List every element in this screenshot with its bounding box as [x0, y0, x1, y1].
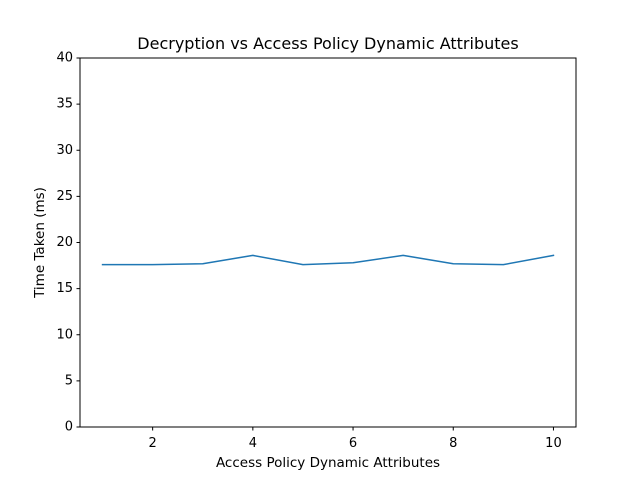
- x-tick-label: 8: [449, 436, 457, 451]
- x-tick-label: 10: [545, 436, 562, 451]
- y-tick-label: 25: [56, 189, 73, 204]
- x-tick-label: 4: [249, 436, 257, 451]
- y-tick-label: 15: [56, 281, 73, 296]
- y-tick-label: 0: [65, 420, 73, 435]
- y-tick-label: 10: [56, 327, 73, 342]
- series-layer: [101, 254, 555, 266]
- plot-area-frame: [79, 57, 577, 428]
- x-tick-label: 6: [349, 436, 357, 451]
- y-tick-label: 40: [56, 51, 73, 66]
- y-tick-label: 30: [56, 143, 73, 158]
- x-tick-label: 2: [149, 436, 157, 451]
- series-line: [101, 254, 555, 266]
- x-axis-label: Access Policy Dynamic Attributes: [216, 455, 440, 471]
- y-tick-label: 20: [56, 235, 73, 250]
- chart-title: Decryption vs Access Policy Dynamic Attr…: [137, 34, 518, 53]
- y-axis-label: Time Taken (ms): [32, 187, 48, 299]
- y-tick-label: 35: [56, 97, 73, 112]
- y-tick-label: 5: [65, 373, 73, 388]
- x-axis-ticks: 2 4 6 8 10: [149, 427, 562, 451]
- y-axis-ticks: 0 5 10 15 20 25 30 35 40: [56, 51, 80, 435]
